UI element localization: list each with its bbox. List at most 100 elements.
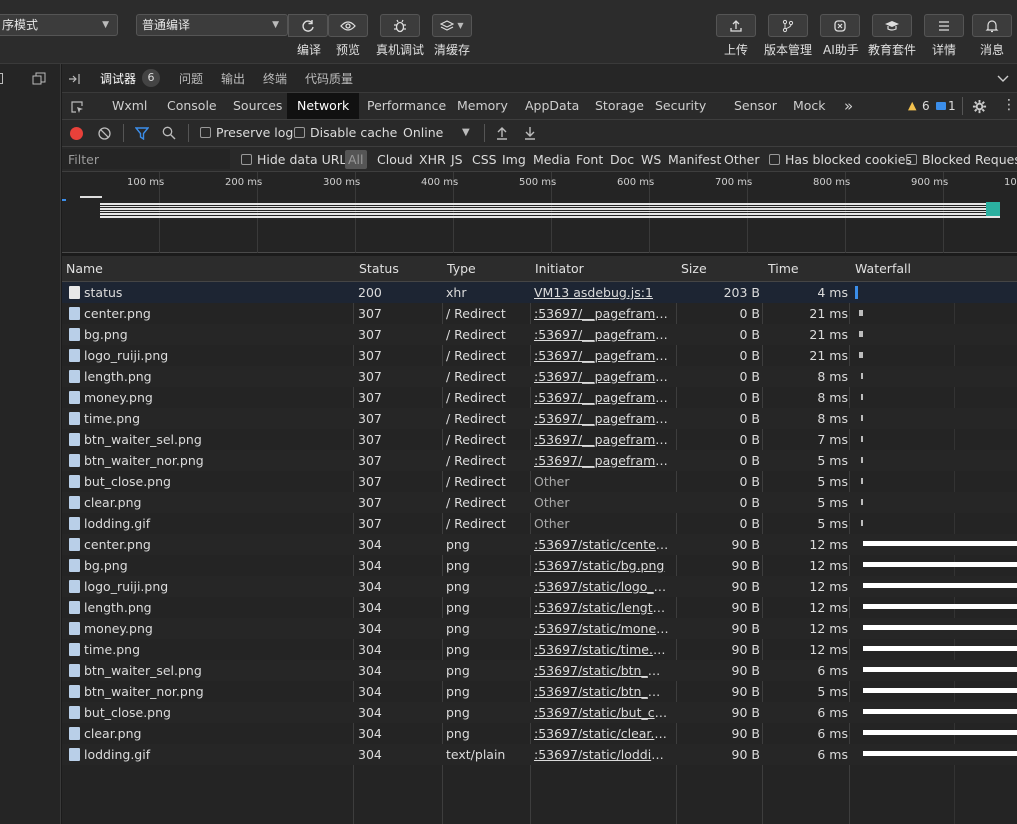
request-initiator[interactable]: :53697/static/logo_ruiji.... — [534, 579, 670, 594]
table-row[interactable]: time.png 304 png:53697/static/time.png 90 B… — [62, 639, 1017, 660]
tab-terminal[interactable]: 终端 — [263, 72, 288, 86]
chevron-down-icon[interactable]: ▼ — [462, 127, 470, 138]
column-header-type[interactable]: Type — [447, 261, 476, 276]
details-button[interactable] — [924, 14, 964, 37]
tab-debugger[interactable]: 调试器 — [100, 72, 137, 86]
window-icon[interactable] — [32, 72, 46, 86]
tab-mock[interactable]: Mock — [793, 98, 826, 113]
tab-output[interactable]: 输出 — [221, 72, 246, 86]
filter-img[interactable]: Img — [502, 152, 526, 167]
import-har-icon[interactable] — [496, 126, 508, 140]
table-row[interactable]: clear.png 307 / Redirect Other 0 B 5 ms — [62, 492, 1017, 513]
export-har-icon[interactable] — [524, 126, 536, 140]
search-icon[interactable] — [162, 126, 176, 140]
warning-count[interactable]: 6 — [922, 99, 930, 113]
column-header-initiator[interactable]: Initiator — [535, 261, 584, 276]
network-overview[interactable]: 100 ms 200 ms 300 ms 400 ms 500 ms 600 m… — [62, 172, 1017, 253]
table-row[interactable]: logo_ruiji.png 307 / Redirect:53697/__page… — [62, 345, 1017, 366]
filter-media[interactable]: Media — [533, 152, 571, 167]
filter-input[interactable]: Filter — [68, 152, 99, 167]
table-row[interactable]: money.png 304 png:53697/static/money.png 90… — [62, 618, 1017, 639]
request-initiator[interactable]: :53697/static/btn_waiter... — [534, 663, 670, 678]
request-initiator[interactable]: :53697/__pageframe__/... — [534, 369, 670, 384]
table-row[interactable]: money.png 307 / Redirect:53697/__pageframe… — [62, 387, 1017, 408]
filter-cloud[interactable]: Cloud — [377, 152, 413, 167]
table-row[interactable]: length.png 307 / Redirect:53697/__pagefram… — [62, 366, 1017, 387]
request-initiator[interactable]: :53697/__pageframe__/... — [534, 327, 670, 342]
dock-icon[interactable] — [68, 73, 82, 85]
panel-icon[interactable] — [0, 73, 3, 84]
table-row[interactable]: clear.png 304 png:53697/static/clear.png 90… — [62, 723, 1017, 744]
tab-appdata[interactable]: AppData — [525, 98, 580, 113]
request-initiator[interactable]: :53697/__pageframe__/... — [534, 390, 670, 405]
table-row[interactable]: btn_waiter_nor.png 307 / Redirect:53697/__… — [62, 450, 1017, 471]
table-row[interactable]: logo_ruiji.png 304 png:53697/static/logo_r… — [62, 576, 1017, 597]
filter-doc[interactable]: Doc — [610, 152, 635, 167]
table-row[interactable]: bg.png 304 png:53697/static/bg.png 90 B 12 m… — [62, 555, 1017, 576]
table-row[interactable]: center.png 307 / Redirect:53697/__pagefram… — [62, 303, 1017, 324]
table-row[interactable]: but_close.png 304 png:53697/static/but_clo… — [62, 702, 1017, 723]
more-tabs-icon[interactable]: » — [844, 97, 854, 115]
throttle-select[interactable]: Online — [403, 125, 443, 140]
filter-js[interactable]: JS — [451, 152, 463, 167]
table-row[interactable]: btn_waiter_nor.png 304 png:53697/static/bt… — [62, 681, 1017, 702]
message-count[interactable]: 1 — [948, 99, 956, 113]
remote-debug-button[interactable] — [380, 14, 420, 37]
ai-button[interactable] — [820, 14, 860, 37]
table-row[interactable]: btn_waiter_sel.png 307 / Redirect:53697/__… — [62, 429, 1017, 450]
table-row[interactable]: time.png 307 / Redirect:53697/__pageframe_… — [62, 408, 1017, 429]
table-row[interactable]: lodding.gif 304 text/plain:53697/static/lo… — [62, 744, 1017, 765]
column-header-status[interactable]: Status — [359, 261, 399, 276]
filter-ws[interactable]: WS — [641, 152, 662, 167]
request-initiator[interactable]: :53697/__pageframe__/... — [534, 411, 670, 426]
filter-manifest[interactable]: Manifest — [668, 152, 722, 167]
request-initiator[interactable]: :53697/static/time.png — [534, 642, 670, 657]
column-header-time[interactable]: Time — [768, 261, 799, 276]
request-initiator[interactable]: :53697/static/center.png — [534, 537, 670, 552]
table-row[interactable]: bg.png 307 / Redirect:53697/__pageframe__/… — [62, 324, 1017, 345]
tab-storage[interactable]: Storage — [595, 98, 644, 113]
tab-code-quality[interactable]: 代码质量 — [305, 72, 354, 86]
request-initiator[interactable]: :53697/static/lodding.gif — [534, 747, 670, 762]
more-options-icon[interactable]: ⋮ — [1002, 97, 1016, 113]
request-initiator[interactable]: :53697/static/money.png — [534, 621, 670, 636]
tab-security[interactable]: Security — [655, 98, 707, 113]
request-initiator[interactable]: :53697/static/btn_waiter... — [534, 684, 670, 699]
column-header-waterfall[interactable]: Waterfall — [855, 261, 911, 276]
filter-all[interactable]: All — [345, 150, 367, 169]
request-initiator[interactable]: :53697/__pageframe__/... — [534, 348, 670, 363]
column-header-name[interactable]: Name — [66, 261, 103, 276]
compile-select[interactable]: 普通编译 ▼ — [136, 14, 288, 36]
preserve-log-checkbox[interactable]: Preserve log — [200, 125, 293, 140]
request-initiator[interactable]: :53697/__pageframe__/... — [534, 453, 670, 468]
compile-button[interactable] — [288, 14, 328, 37]
request-initiator[interactable]: :53697/__pageframe__/... — [534, 306, 670, 321]
clear-cache-button[interactable]: ▼ — [432, 14, 472, 37]
clear-icon[interactable] — [98, 127, 111, 140]
table-row[interactable]: length.png 304 png:53697/static/length.png… — [62, 597, 1017, 618]
tab-performance[interactable]: Performance — [367, 98, 447, 113]
tab-sensor[interactable]: Sensor — [734, 98, 777, 113]
tab-memory[interactable]: Memory — [457, 98, 508, 113]
request-initiator[interactable]: :53697/static/clear.png — [534, 726, 670, 741]
column-header-size[interactable]: Size — [681, 261, 707, 276]
request-initiator[interactable]: VM13 asdebug.js:1 — [534, 285, 653, 300]
filter-other[interactable]: Other — [724, 152, 760, 167]
inspect-icon[interactable] — [70, 100, 84, 114]
chevron-down-icon[interactable] — [997, 75, 1009, 83]
preview-button[interactable] — [328, 14, 368, 37]
request-initiator[interactable]: :53697/static/length.png — [534, 600, 670, 615]
blocked-requests-checkbox[interactable]: Blocked Requests — [906, 152, 1017, 167]
disable-cache-checkbox[interactable]: Disable cache — [294, 125, 397, 140]
tab-wxml[interactable]: Wxml — [112, 98, 148, 113]
gear-icon[interactable] — [972, 99, 987, 114]
upload-button[interactable] — [716, 14, 756, 37]
filter-icon[interactable] — [135, 127, 149, 140]
table-row[interactable]: lodding.gif 307 / Redirect Other 0 B 5 ms — [62, 513, 1017, 534]
table-row[interactable]: but_close.png 307 / Redirect Other 0 B 5 ms — [62, 471, 1017, 492]
messages-button[interactable] — [972, 14, 1012, 37]
tab-network[interactable]: Network — [287, 93, 360, 119]
blocked-cookies-checkbox[interactable]: Has blocked cookies — [769, 152, 912, 167]
version-button[interactable] — [768, 14, 808, 37]
record-icon[interactable] — [70, 127, 83, 140]
